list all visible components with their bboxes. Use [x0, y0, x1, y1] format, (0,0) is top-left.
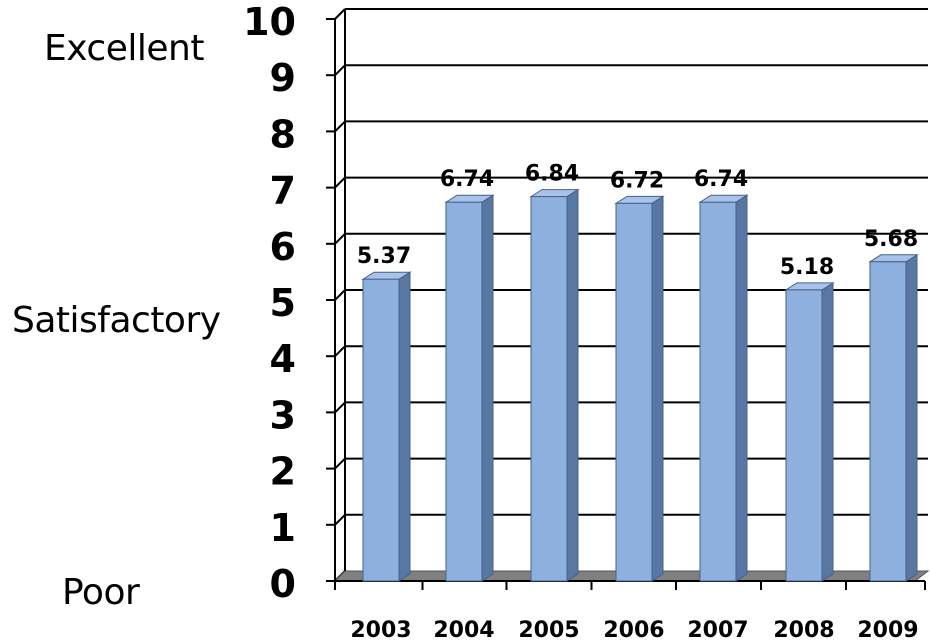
- wall-gridline: [334, 514, 346, 526]
- wall-gridline: [334, 120, 346, 133]
- y-tick-label: 2: [270, 450, 296, 494]
- bar-2004: [444, 194, 495, 582]
- y-tick-label: 0: [270, 562, 296, 606]
- data-label: 6.74: [440, 167, 494, 192]
- bar-side: [398, 271, 411, 582]
- x-tick-label: 2007: [687, 618, 748, 641]
- y-tick-label: 10: [243, 0, 296, 44]
- rating-label-poor: Poor: [62, 572, 140, 613]
- bar-2008: [784, 281, 835, 582]
- bar-side: [905, 253, 918, 582]
- wall-gridline: [334, 233, 346, 245]
- y-tick-labels: 0 1 2 3 4 5 6 7 8 9 10: [243, 0, 296, 606]
- x-tick-label: 2005: [518, 618, 579, 641]
- x-tick-labels: 2003 2004 2005 2006 2007 2008 2009: [350, 618, 918, 641]
- bar-front: [530, 196, 568, 582]
- wall-gridline: [334, 289, 346, 301]
- x-tick-label: 2004: [433, 618, 494, 641]
- y-tick-label: 4: [270, 337, 296, 381]
- wall-gridline: [334, 401, 346, 414]
- bar-front: [699, 201, 737, 582]
- y-tick-label: 7: [270, 169, 296, 213]
- bar-2006: [614, 195, 665, 582]
- axes: [326, 9, 926, 590]
- y-tick-label: 9: [270, 56, 296, 100]
- bar-side: [821, 281, 834, 582]
- wall-gridline: [334, 176, 346, 189]
- y-tick-label: 5: [270, 281, 296, 325]
- y-tick-label: 8: [270, 112, 296, 156]
- bar-2003: [361, 271, 412, 582]
- bar-2007: [698, 194, 749, 582]
- bar-side: [566, 188, 579, 582]
- bar-front: [615, 202, 653, 582]
- bar-front: [785, 289, 823, 582]
- bar-front: [869, 261, 907, 582]
- rating-label-satisfactory: Satisfactory: [12, 300, 221, 341]
- data-label: 5.68: [864, 227, 918, 252]
- y-tick-label: 1: [270, 506, 296, 550]
- data-labels: 5.37 6.74 6.84 6.72 6.74 5.18 5.68: [357, 162, 918, 280]
- data-label: 6.74: [694, 167, 748, 192]
- x-tick-label: 2003: [350, 618, 411, 641]
- wall-gridline: [334, 8, 346, 20]
- y-tick-label: 3: [270, 393, 296, 437]
- bar-side: [651, 195, 664, 582]
- data-label: 5.18: [780, 255, 834, 280]
- bar-2009: [868, 253, 919, 582]
- y-tick-label: 6: [270, 225, 296, 269]
- data-label: 6.72: [610, 168, 664, 193]
- data-label: 6.84: [525, 162, 579, 187]
- rating-label-excellent: Excellent: [44, 28, 204, 69]
- wall-gridline: [334, 345, 346, 357]
- wall-gridline: [334, 457, 346, 470]
- bar-front: [445, 201, 483, 582]
- bars: [361, 188, 919, 582]
- bar-side: [735, 194, 748, 582]
- bar-front: [362, 278, 400, 582]
- data-label: 5.37: [357, 244, 411, 269]
- bar-2005: [529, 188, 580, 582]
- wall-gridline: [334, 64, 346, 76]
- x-tick-label: 2006: [603, 618, 664, 641]
- bar-side: [481, 194, 494, 582]
- x-tick-label: 2009: [857, 618, 918, 641]
- x-tick-label: 2008: [773, 618, 834, 641]
